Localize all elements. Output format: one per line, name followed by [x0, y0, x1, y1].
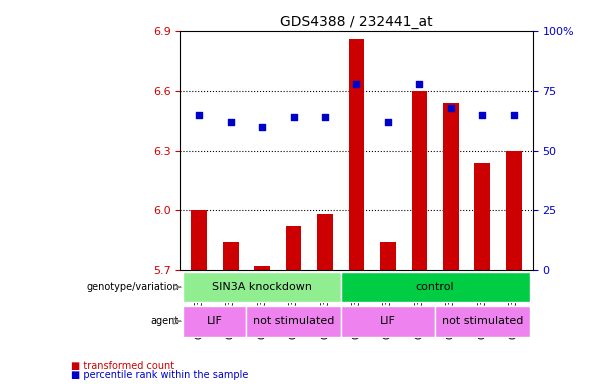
Text: LIF: LIF	[207, 316, 223, 326]
Point	[383, 119, 393, 125]
Bar	[443, 103, 459, 270]
Bar	[254, 266, 270, 270]
FancyBboxPatch shape	[184, 306, 246, 336]
Bar	[475, 163, 490, 270]
Bar	[412, 91, 427, 270]
Text: genotype/variation: genotype/variation	[86, 282, 179, 292]
Bar	[349, 40, 365, 270]
FancyBboxPatch shape	[184, 272, 341, 303]
Text: LIF: LIF	[380, 316, 396, 326]
Text: agent: agent	[151, 316, 179, 326]
Bar	[317, 214, 333, 270]
FancyBboxPatch shape	[341, 272, 530, 303]
Point	[320, 114, 330, 121]
Point	[446, 105, 455, 111]
Text: not stimulated: not stimulated	[442, 316, 523, 326]
FancyBboxPatch shape	[246, 306, 341, 336]
Text: ■ transformed count: ■ transformed count	[71, 361, 174, 371]
FancyBboxPatch shape	[341, 306, 435, 336]
Point	[478, 112, 487, 118]
Bar	[380, 242, 396, 270]
Text: ■ percentile rank within the sample: ■ percentile rank within the sample	[71, 370, 248, 380]
FancyBboxPatch shape	[435, 306, 530, 336]
Point	[415, 81, 424, 87]
Point	[352, 81, 361, 87]
Bar	[223, 242, 239, 270]
Bar	[191, 210, 207, 270]
Text: SIN3A knockdown: SIN3A knockdown	[212, 282, 312, 292]
Point	[194, 112, 204, 118]
Title: GDS4388 / 232441_at: GDS4388 / 232441_at	[280, 15, 433, 29]
Point	[226, 119, 236, 125]
Text: not stimulated: not stimulated	[253, 316, 335, 326]
Bar	[286, 226, 302, 270]
Point	[257, 124, 267, 130]
Bar	[506, 151, 522, 270]
Text: control: control	[416, 282, 455, 292]
Point	[509, 112, 518, 118]
Point	[289, 114, 298, 121]
